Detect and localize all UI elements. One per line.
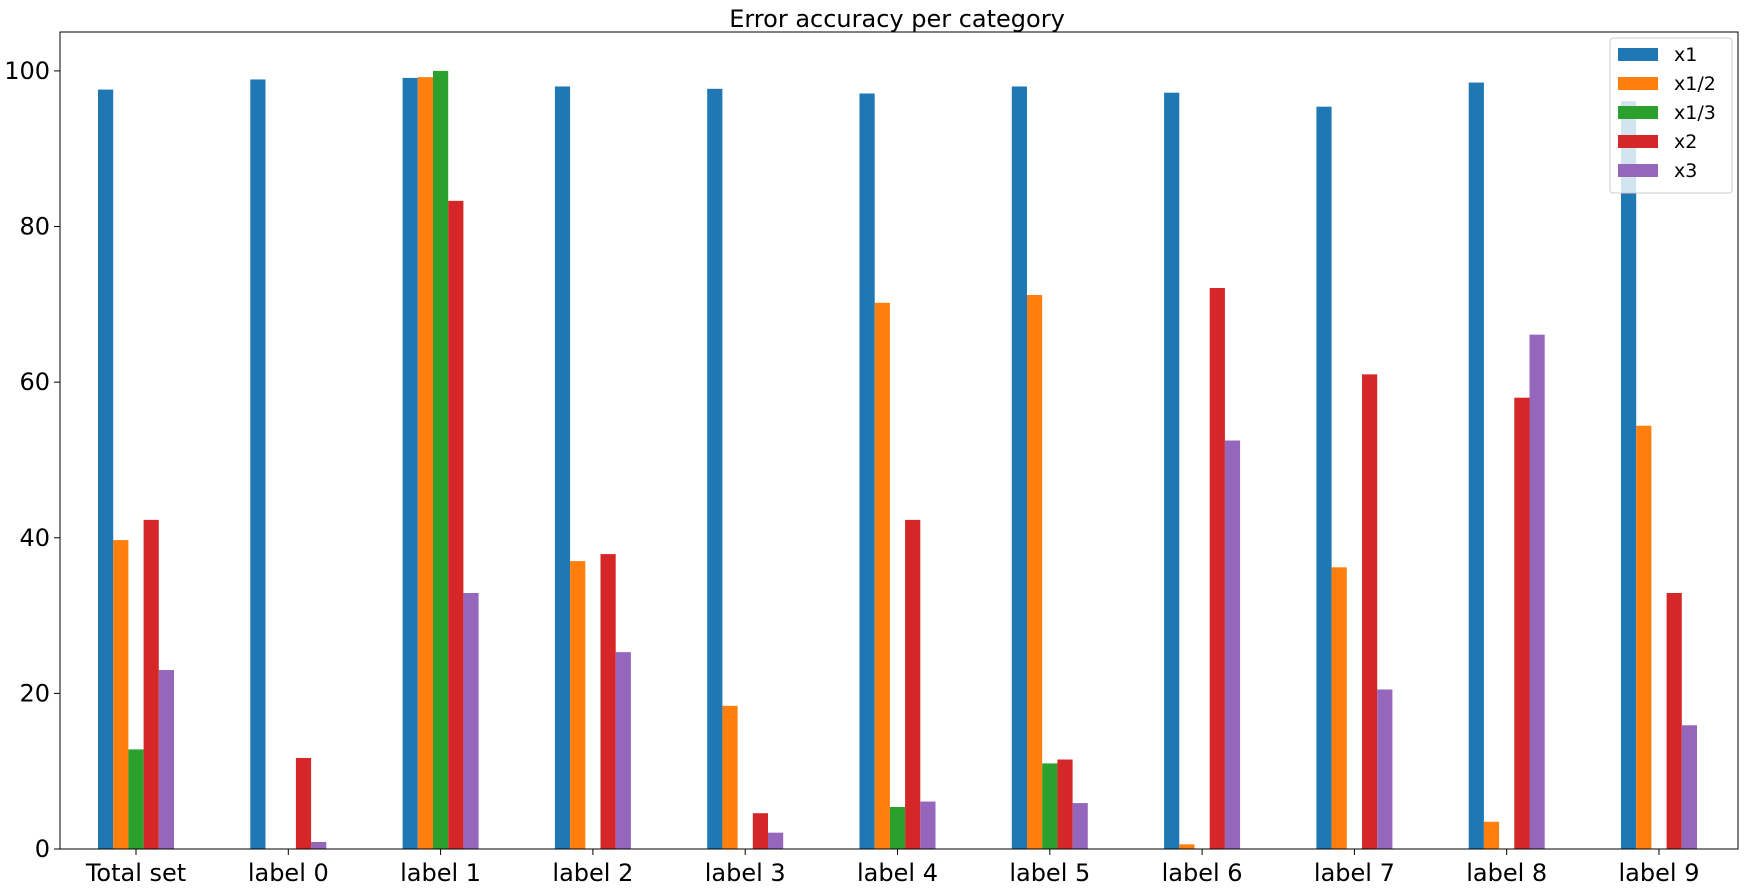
bar-x1-2-3 <box>570 561 586 849</box>
x-tick-label: label 2 <box>552 859 633 885</box>
bar-x1-2 <box>402 77 418 849</box>
bar-x3-6 <box>1072 803 1088 849</box>
bar-x3-9 <box>1529 334 1545 849</box>
bar-x1-2-7 <box>1179 844 1195 849</box>
bar-x1-5 <box>859 93 875 850</box>
x-tick-label: label 5 <box>1009 859 1090 885</box>
x-tick-label: label 4 <box>857 859 938 885</box>
bar-x1-3-5 <box>889 806 906 849</box>
y-tick-label: 100 <box>4 57 50 85</box>
bar-x1-0 <box>98 89 114 849</box>
bar-x1-2-6 <box>1027 295 1043 849</box>
bar-x2-6 <box>1057 759 1073 849</box>
bar-x1-9 <box>1468 82 1484 849</box>
bar-x3-8 <box>1377 689 1393 849</box>
bars-layer <box>98 70 1697 850</box>
bar-x1-2-4 <box>722 705 738 849</box>
bar-x3-1 <box>311 842 327 849</box>
bar-x1-2-2 <box>417 77 433 849</box>
bar-x1-3-2 <box>433 70 449 849</box>
x-tick-label: label 3 <box>705 859 786 885</box>
bar-x2-9 <box>1514 397 1530 849</box>
bar-x3-0 <box>158 670 174 849</box>
legend-swatch <box>1618 106 1658 119</box>
bar-x1-10 <box>1621 101 1637 849</box>
x-axis: Total set label 0 label 1 label 2 label 3 lab… <box>85 849 1700 887</box>
x-tick-label: label 6 <box>1162 859 1243 885</box>
bar-x1-2-10 <box>1636 425 1652 849</box>
bar-x2-10 <box>1666 593 1682 849</box>
legend-label: x1/3 <box>1674 102 1716 124</box>
bar-x1-2-9 <box>1483 821 1500 849</box>
bar-x1-4 <box>707 88 723 850</box>
x-tick-label: Total set <box>85 859 186 885</box>
legend-label: x1/2 <box>1674 73 1716 95</box>
bar-x1-1 <box>250 79 266 849</box>
legend-swatch <box>1618 77 1658 90</box>
legend-swatch <box>1618 135 1658 148</box>
legend: x1 x1/2 x1/3 x2 x3 <box>1609 37 1733 194</box>
legend-label: x2 <box>1674 131 1697 153</box>
bar-x2-5 <box>905 519 921 849</box>
plot-frame <box>59 31 1739 850</box>
bar-x1-3 <box>554 86 571 850</box>
legend-label: x3 <box>1674 160 1697 182</box>
legend-box <box>1609 37 1733 194</box>
bar-x2-4 <box>752 813 768 849</box>
x-tick-label: label 0 <box>248 859 329 885</box>
bar-x1-3-6 <box>1042 763 1058 849</box>
x-tick-label: label 9 <box>1619 859 1700 885</box>
x-tick-label: label 8 <box>1466 859 1547 885</box>
x-tick-label: label 7 <box>1314 859 1395 885</box>
bar-x2-7 <box>1209 287 1225 849</box>
y-tick-label: 60 <box>19 368 50 396</box>
bar-x3-7 <box>1224 440 1241 849</box>
y-tick-label: 40 <box>19 524 50 552</box>
y-tick-label: 80 <box>19 213 50 241</box>
y-axis: 0 20 40 60 80 100 <box>4 57 60 863</box>
bar-x3-5 <box>920 801 936 849</box>
legend-swatch <box>1618 164 1658 177</box>
bar-x3-10 <box>1681 725 1697 849</box>
y-tick-label: 0 <box>35 835 50 863</box>
bar-x2-3 <box>600 554 616 849</box>
chart-title: Error accuracy per category <box>729 5 1065 33</box>
bar-x1-6 <box>1011 86 1027 850</box>
bar-x1-2-8 <box>1331 567 1347 849</box>
bar-x2-8 <box>1362 374 1378 849</box>
bar-x2-0 <box>143 519 159 849</box>
bar-x1-2-0 <box>113 540 129 849</box>
x-tick-label: label 1 <box>400 859 481 885</box>
bar-x1-8 <box>1316 106 1332 849</box>
bar-x3-2 <box>463 593 479 849</box>
y-tick-label: 20 <box>19 679 50 707</box>
bar-x1-3-0 <box>128 749 144 849</box>
bar-x3-3 <box>615 652 631 849</box>
bar-x1-7 <box>1164 92 1180 849</box>
bar-x3-4 <box>768 832 784 849</box>
legend-label: x1 <box>1674 44 1697 66</box>
legend-swatch <box>1618 48 1658 61</box>
bar-x1-2-5 <box>874 302 890 849</box>
bar-x2-1 <box>295 757 312 849</box>
bar-x2-2 <box>448 200 464 850</box>
